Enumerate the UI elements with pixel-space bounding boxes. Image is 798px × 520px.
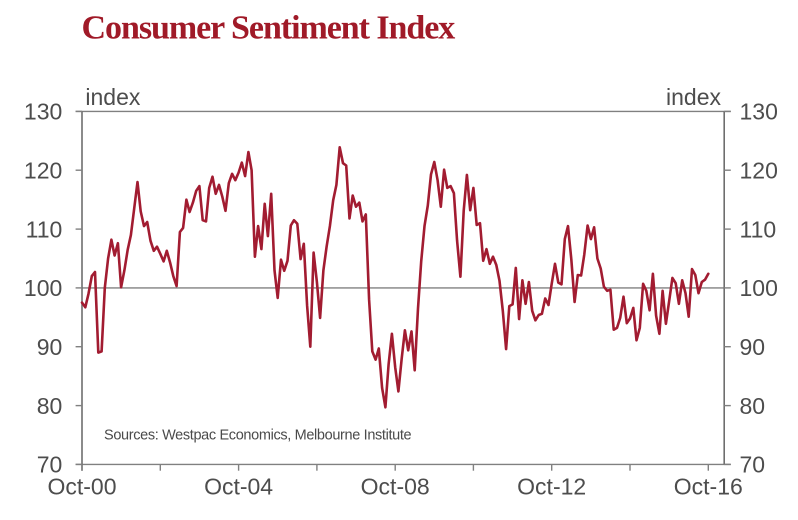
svg-text:130: 130 xyxy=(740,99,778,125)
svg-text:90: 90 xyxy=(740,334,766,360)
svg-text:110: 110 xyxy=(26,216,63,242)
svg-text:110: 110 xyxy=(740,216,777,242)
svg-text:Oct-00: Oct-00 xyxy=(47,474,116,500)
svg-text:Consumer Sentiment Index: Consumer Sentiment Index xyxy=(82,10,456,47)
svg-text:90: 90 xyxy=(37,334,63,360)
svg-text:80: 80 xyxy=(37,393,63,419)
svg-text:Oct-12: Oct-12 xyxy=(517,474,586,500)
svg-text:index: index xyxy=(85,84,140,110)
svg-text:100: 100 xyxy=(740,275,778,301)
svg-text:index: index xyxy=(666,84,721,110)
svg-text:120: 120 xyxy=(24,157,62,183)
svg-text:80: 80 xyxy=(740,393,766,419)
svg-text:100: 100 xyxy=(24,275,62,301)
svg-text:Oct-08: Oct-08 xyxy=(361,474,430,500)
svg-text:70: 70 xyxy=(740,452,766,478)
svg-text:70: 70 xyxy=(37,452,63,478)
svg-text:120: 120 xyxy=(740,157,778,183)
svg-text:130: 130 xyxy=(24,99,62,125)
svg-text:Oct-16: Oct-16 xyxy=(674,474,743,500)
svg-text:Sources: Westpac Economics, Me: Sources: Westpac Economics, Melbourne In… xyxy=(104,428,412,444)
svg-text:Oct-04: Oct-04 xyxy=(204,474,273,500)
